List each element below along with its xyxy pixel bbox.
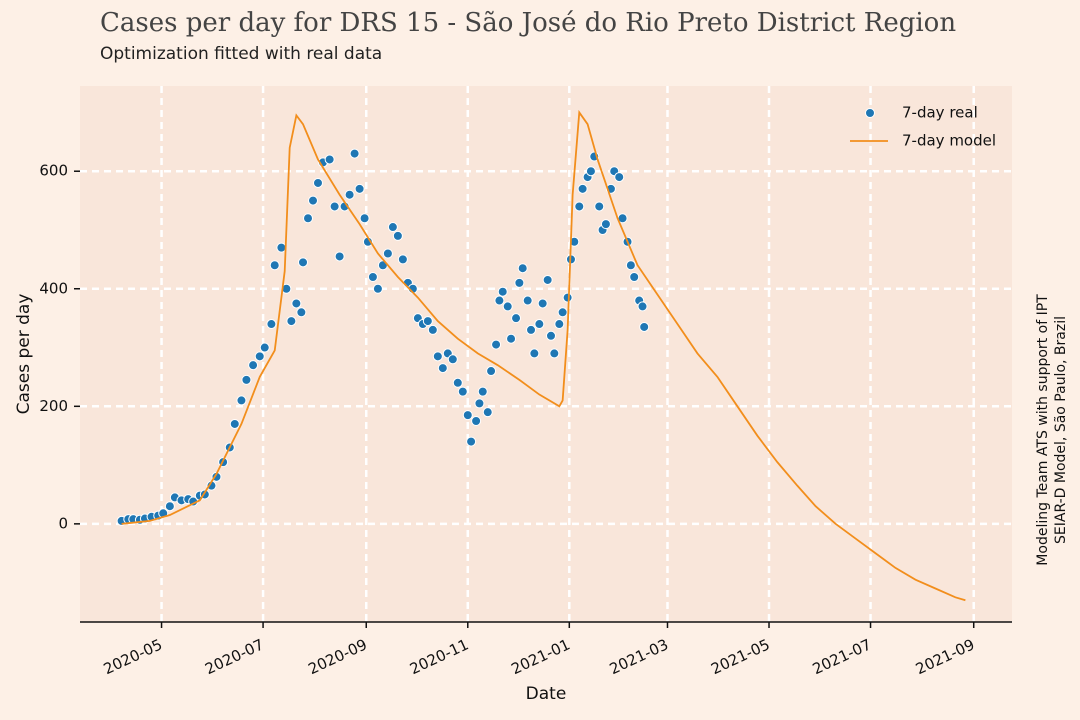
data-point (614, 172, 625, 183)
model-line (121, 109, 966, 602)
data-point (502, 301, 513, 312)
data-point (427, 324, 438, 335)
data-point (494, 295, 505, 306)
data-point (367, 272, 378, 283)
data-point (522, 295, 533, 306)
data-point (382, 248, 393, 259)
data-point (585, 166, 596, 177)
annotation: Modeling Team ATS with support of IPT (1035, 294, 1051, 566)
data-point (349, 148, 360, 159)
x-axis-label: Date (526, 684, 567, 704)
data-point (562, 292, 573, 303)
y-tick-label: 600 (39, 162, 68, 180)
data-point (303, 213, 314, 224)
data-point (537, 298, 548, 309)
data-point (334, 251, 345, 262)
data-point (462, 410, 473, 421)
data-point (452, 377, 463, 388)
data-point (241, 374, 252, 385)
data-point (542, 274, 553, 285)
data-point (236, 395, 247, 406)
annotation: SEIAR-D Model, São Paulo, Brazil (1053, 316, 1069, 544)
data-point (298, 257, 309, 268)
data-point (392, 230, 403, 241)
data-point (594, 201, 605, 212)
data-point (324, 154, 335, 165)
x-tick-label: 2020-11 (407, 635, 471, 678)
data-point (437, 363, 448, 374)
x-tick-label: 2021-07 (810, 635, 874, 678)
data-point (482, 407, 493, 418)
x-tick-label: 2021-05 (708, 635, 772, 678)
data-point (387, 222, 398, 233)
data-point (312, 177, 323, 188)
data-point (625, 260, 636, 271)
data-point (286, 316, 297, 327)
data-point (457, 386, 468, 397)
data-point (474, 398, 485, 409)
data-point (600, 219, 611, 230)
y-tick-label: 0 (58, 514, 68, 532)
data-point (577, 183, 588, 194)
data-point (164, 501, 175, 512)
data-point (526, 324, 537, 335)
data-point (397, 254, 408, 265)
data-point (534, 319, 545, 330)
data-point (308, 195, 318, 206)
x-tick-label: 2020-05 (101, 635, 165, 678)
legend-label: 7-day real (902, 104, 978, 122)
data-point (259, 342, 270, 353)
data-point (637, 301, 648, 312)
x-tick-label: 2021-01 (508, 635, 572, 678)
data-point (517, 263, 528, 274)
data-point (569, 236, 580, 247)
y-tick-label: 200 (39, 397, 68, 415)
data-point (269, 260, 280, 271)
y-tick-label: 400 (39, 279, 68, 297)
data-point (296, 307, 307, 318)
data-point (486, 366, 497, 377)
data-point (629, 272, 640, 283)
data-point (506, 333, 517, 344)
data-point (549, 348, 560, 359)
data-point (511, 313, 522, 324)
data-point (266, 319, 277, 330)
data-point (514, 277, 525, 288)
chart-title: Cases per day for DRS 15 - São José do R… (100, 8, 956, 38)
data-point (466, 436, 477, 447)
data-point (529, 348, 540, 359)
data-point (557, 307, 568, 318)
data-point (354, 183, 365, 194)
chart-subtitle: Optimization fitted with real data (100, 44, 382, 64)
legend-marker (865, 108, 875, 118)
data-point (471, 416, 482, 426)
data-point (344, 189, 355, 200)
data-point (276, 242, 287, 253)
x-tick-label: 2021-09 (913, 635, 977, 678)
plot-area (80, 86, 1012, 622)
data-point (639, 321, 650, 332)
data-point (422, 316, 433, 327)
data-point (447, 354, 458, 365)
x-tick-label: 2020-07 (202, 635, 266, 678)
data-point (329, 201, 340, 212)
data-point (491, 339, 502, 350)
data-point (545, 330, 556, 341)
data-point (477, 386, 488, 397)
data-point (254, 351, 265, 362)
legend-label: 7-day model (902, 132, 996, 150)
data-point (372, 283, 383, 294)
data-point (229, 418, 240, 429)
x-tick-label: 2021-03 (607, 635, 671, 678)
y-axis-label: Cases per day (14, 294, 34, 415)
data-point (248, 360, 259, 371)
data-point (432, 351, 443, 362)
data-point (497, 286, 508, 297)
data-point (359, 213, 370, 224)
data-point (554, 319, 565, 330)
data-point (291, 298, 302, 309)
data-point (574, 201, 585, 212)
x-tick-label: 2020-09 (305, 635, 369, 678)
